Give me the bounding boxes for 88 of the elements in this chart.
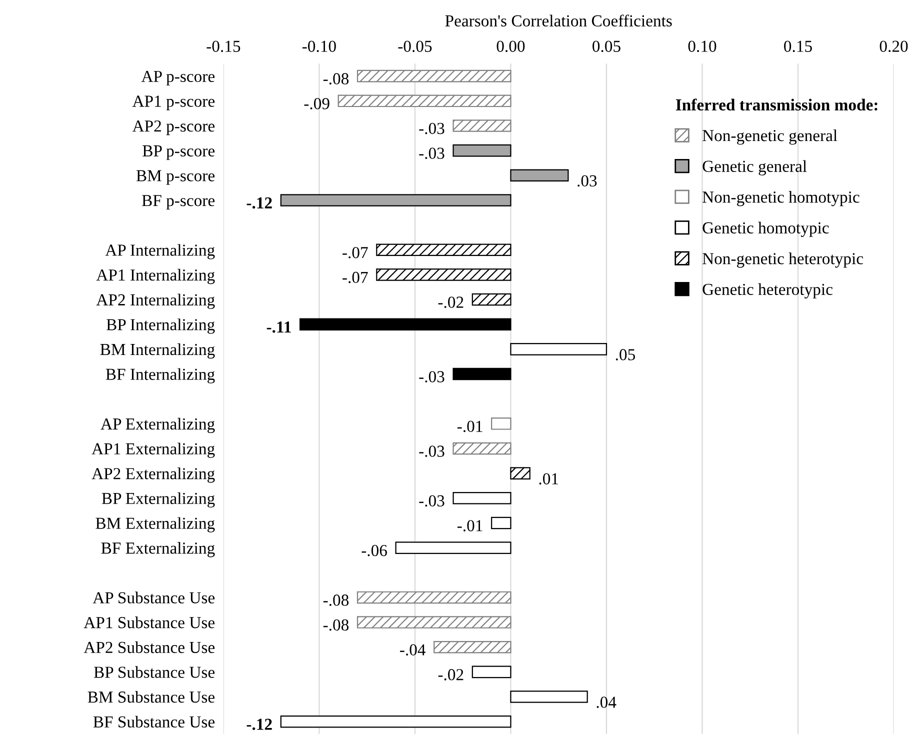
text: -.03	[419, 446, 444, 457]
legend-label: Non-genetic heterotypic	[702, 252, 864, 268]
bar	[510, 343, 608, 356]
x-tick-label: 0.10	[688, 40, 716, 52]
bar	[395, 542, 512, 554]
y-tick-label: AP Substance Use	[92, 592, 215, 604]
text: -.01	[457, 520, 482, 532]
y-tick-label: AP1 Substance Use	[84, 616, 215, 628]
text: -.04	[400, 644, 426, 656]
bar	[452, 368, 512, 380]
text: -.07	[342, 272, 368, 284]
y-tick-label: AP p-score	[141, 70, 215, 86]
bar	[491, 418, 512, 430]
y-tick-label: BM p-score	[136, 170, 215, 185]
y-tick-label: AP2 Externalizing	[92, 468, 215, 483]
bar	[280, 194, 512, 206]
y-tick-label: BM Externalizing	[96, 517, 215, 532]
text: -.09	[304, 98, 330, 110]
y-tick-label: BM Substance Use	[88, 690, 215, 703]
y-tick-label: AP2 p-score	[132, 120, 215, 136]
legend-label: Genetic heterotypic	[702, 283, 832, 298]
x-axis-title: Pearson's Correlation Coefficients	[445, 14, 672, 26]
legend-label: Non-genetic general	[702, 129, 838, 145]
bar	[510, 690, 588, 703]
bar	[452, 120, 512, 132]
text: -.06	[362, 544, 387, 556]
text: -.03	[419, 148, 444, 159]
legend-title: Inferred transmission mode:	[676, 98, 878, 111]
bar	[452, 492, 512, 504]
bar	[376, 268, 512, 281]
x-tick-label: 0.20	[880, 40, 908, 52]
bar	[356, 616, 512, 628]
bar	[280, 715, 512, 728]
legend-label: Non-genetic homotypic	[702, 191, 860, 206]
text: -.02	[438, 669, 464, 680]
bar	[510, 169, 569, 182]
text: -.12	[246, 197, 272, 209]
x-tick-label: -0.05	[398, 40, 432, 52]
bar	[452, 144, 512, 157]
bar	[338, 94, 512, 108]
text: -.08	[323, 619, 349, 631]
y-tick-label: BP Externalizing	[102, 492, 215, 508]
text: .05	[616, 349, 635, 360]
bar	[510, 467, 530, 480]
text: -.03	[419, 495, 444, 507]
y-tick-label: AP1 Externalizing	[92, 442, 215, 458]
x-tick-label: 0.15	[784, 40, 812, 52]
bar	[299, 318, 512, 330]
x-tick-label: 0.00	[496, 40, 525, 52]
x-tick-label: -0.15	[206, 40, 240, 52]
text: -.03	[419, 371, 444, 382]
y-tick-label: BF Externalizing	[101, 542, 215, 558]
x-tick-label: -0.10	[302, 40, 336, 52]
y-tick-label: AP Internalizing	[105, 244, 215, 260]
text: -.08	[323, 594, 349, 606]
y-tick-label: AP2 Internalizing	[96, 294, 215, 309]
y-tick-label: BP p-score	[142, 145, 215, 160]
text: .04	[596, 696, 616, 708]
bar	[376, 244, 512, 256]
text: -.02	[438, 296, 464, 308]
bar	[434, 640, 512, 654]
bar	[356, 591, 512, 604]
bar	[452, 442, 512, 455]
y-tick-label: BF p-score	[142, 195, 215, 210]
y-tick-label: AP2 Substance Use	[84, 641, 215, 654]
text: .01	[539, 473, 558, 485]
bar	[491, 516, 512, 530]
y-tick-label: AP1 Internalizing	[96, 268, 215, 284]
bar	[472, 666, 512, 678]
y-tick-label: BF Substance Use	[93, 716, 215, 728]
text: -.08	[323, 73, 349, 84]
x-tick-label: 0.05	[592, 40, 620, 52]
y-tick-label: BP Substance Use	[94, 666, 215, 678]
text: -.12	[246, 718, 272, 730]
y-tick-label: BF Internalizing	[106, 368, 215, 384]
bar	[356, 70, 512, 82]
legend-label: Genetic homotypic	[702, 222, 829, 237]
y-tick-label: AP Externalizing	[100, 418, 215, 434]
y-tick-label: BP Internalizing	[106, 318, 215, 334]
text: -.01	[457, 420, 482, 432]
y-tick-label: AP1 p-score	[132, 96, 215, 110]
text: -.11	[266, 322, 291, 333]
text: -.03	[419, 122, 444, 134]
legend-label: Genetic general	[702, 160, 807, 176]
text: .03	[578, 175, 597, 187]
text: -.07	[342, 246, 368, 258]
y-tick-label: BM Internalizing	[100, 343, 215, 359]
bar	[472, 293, 512, 306]
